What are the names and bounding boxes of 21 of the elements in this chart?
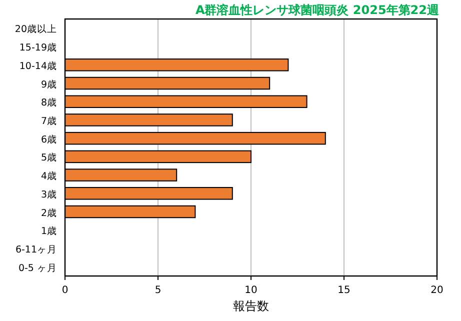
y-tick-label: 15-19歳 [19,42,57,54]
y-tick-label: 2歳 [40,206,57,219]
y-tick-label: 10-14歳 [19,60,57,72]
x-tick-label: 10 [244,285,258,296]
x-axis-title: 報告数 [233,299,269,313]
x-tick-label: 20 [430,285,444,296]
y-tick-label: 9歳 [40,78,57,90]
x-tick-label: 5 [154,285,162,296]
y-tick-label: 6-11ヶ月 [15,244,57,256]
y-tick-label: 6歳 [40,133,57,146]
y-tick-label: 1歳 [40,225,57,238]
y-tick-label: 20歳以上 [14,23,57,36]
y-tick-label: 0-5 ヶ月 [18,262,57,274]
y-tick-label: 3歳 [40,188,57,200]
x-tick-label: 15 [338,285,350,296]
chart-title: A群溶血性レンサ球菌咽頭炎 2025年第22週 [195,3,440,17]
y-tick-label: 4歳 [40,170,57,182]
y-tick-label: 5歳 [40,152,57,164]
y-tick-label: 8歳 [40,96,57,109]
x-tick-label: 0 [62,285,68,296]
y-tick-label: 7歳 [40,114,57,127]
